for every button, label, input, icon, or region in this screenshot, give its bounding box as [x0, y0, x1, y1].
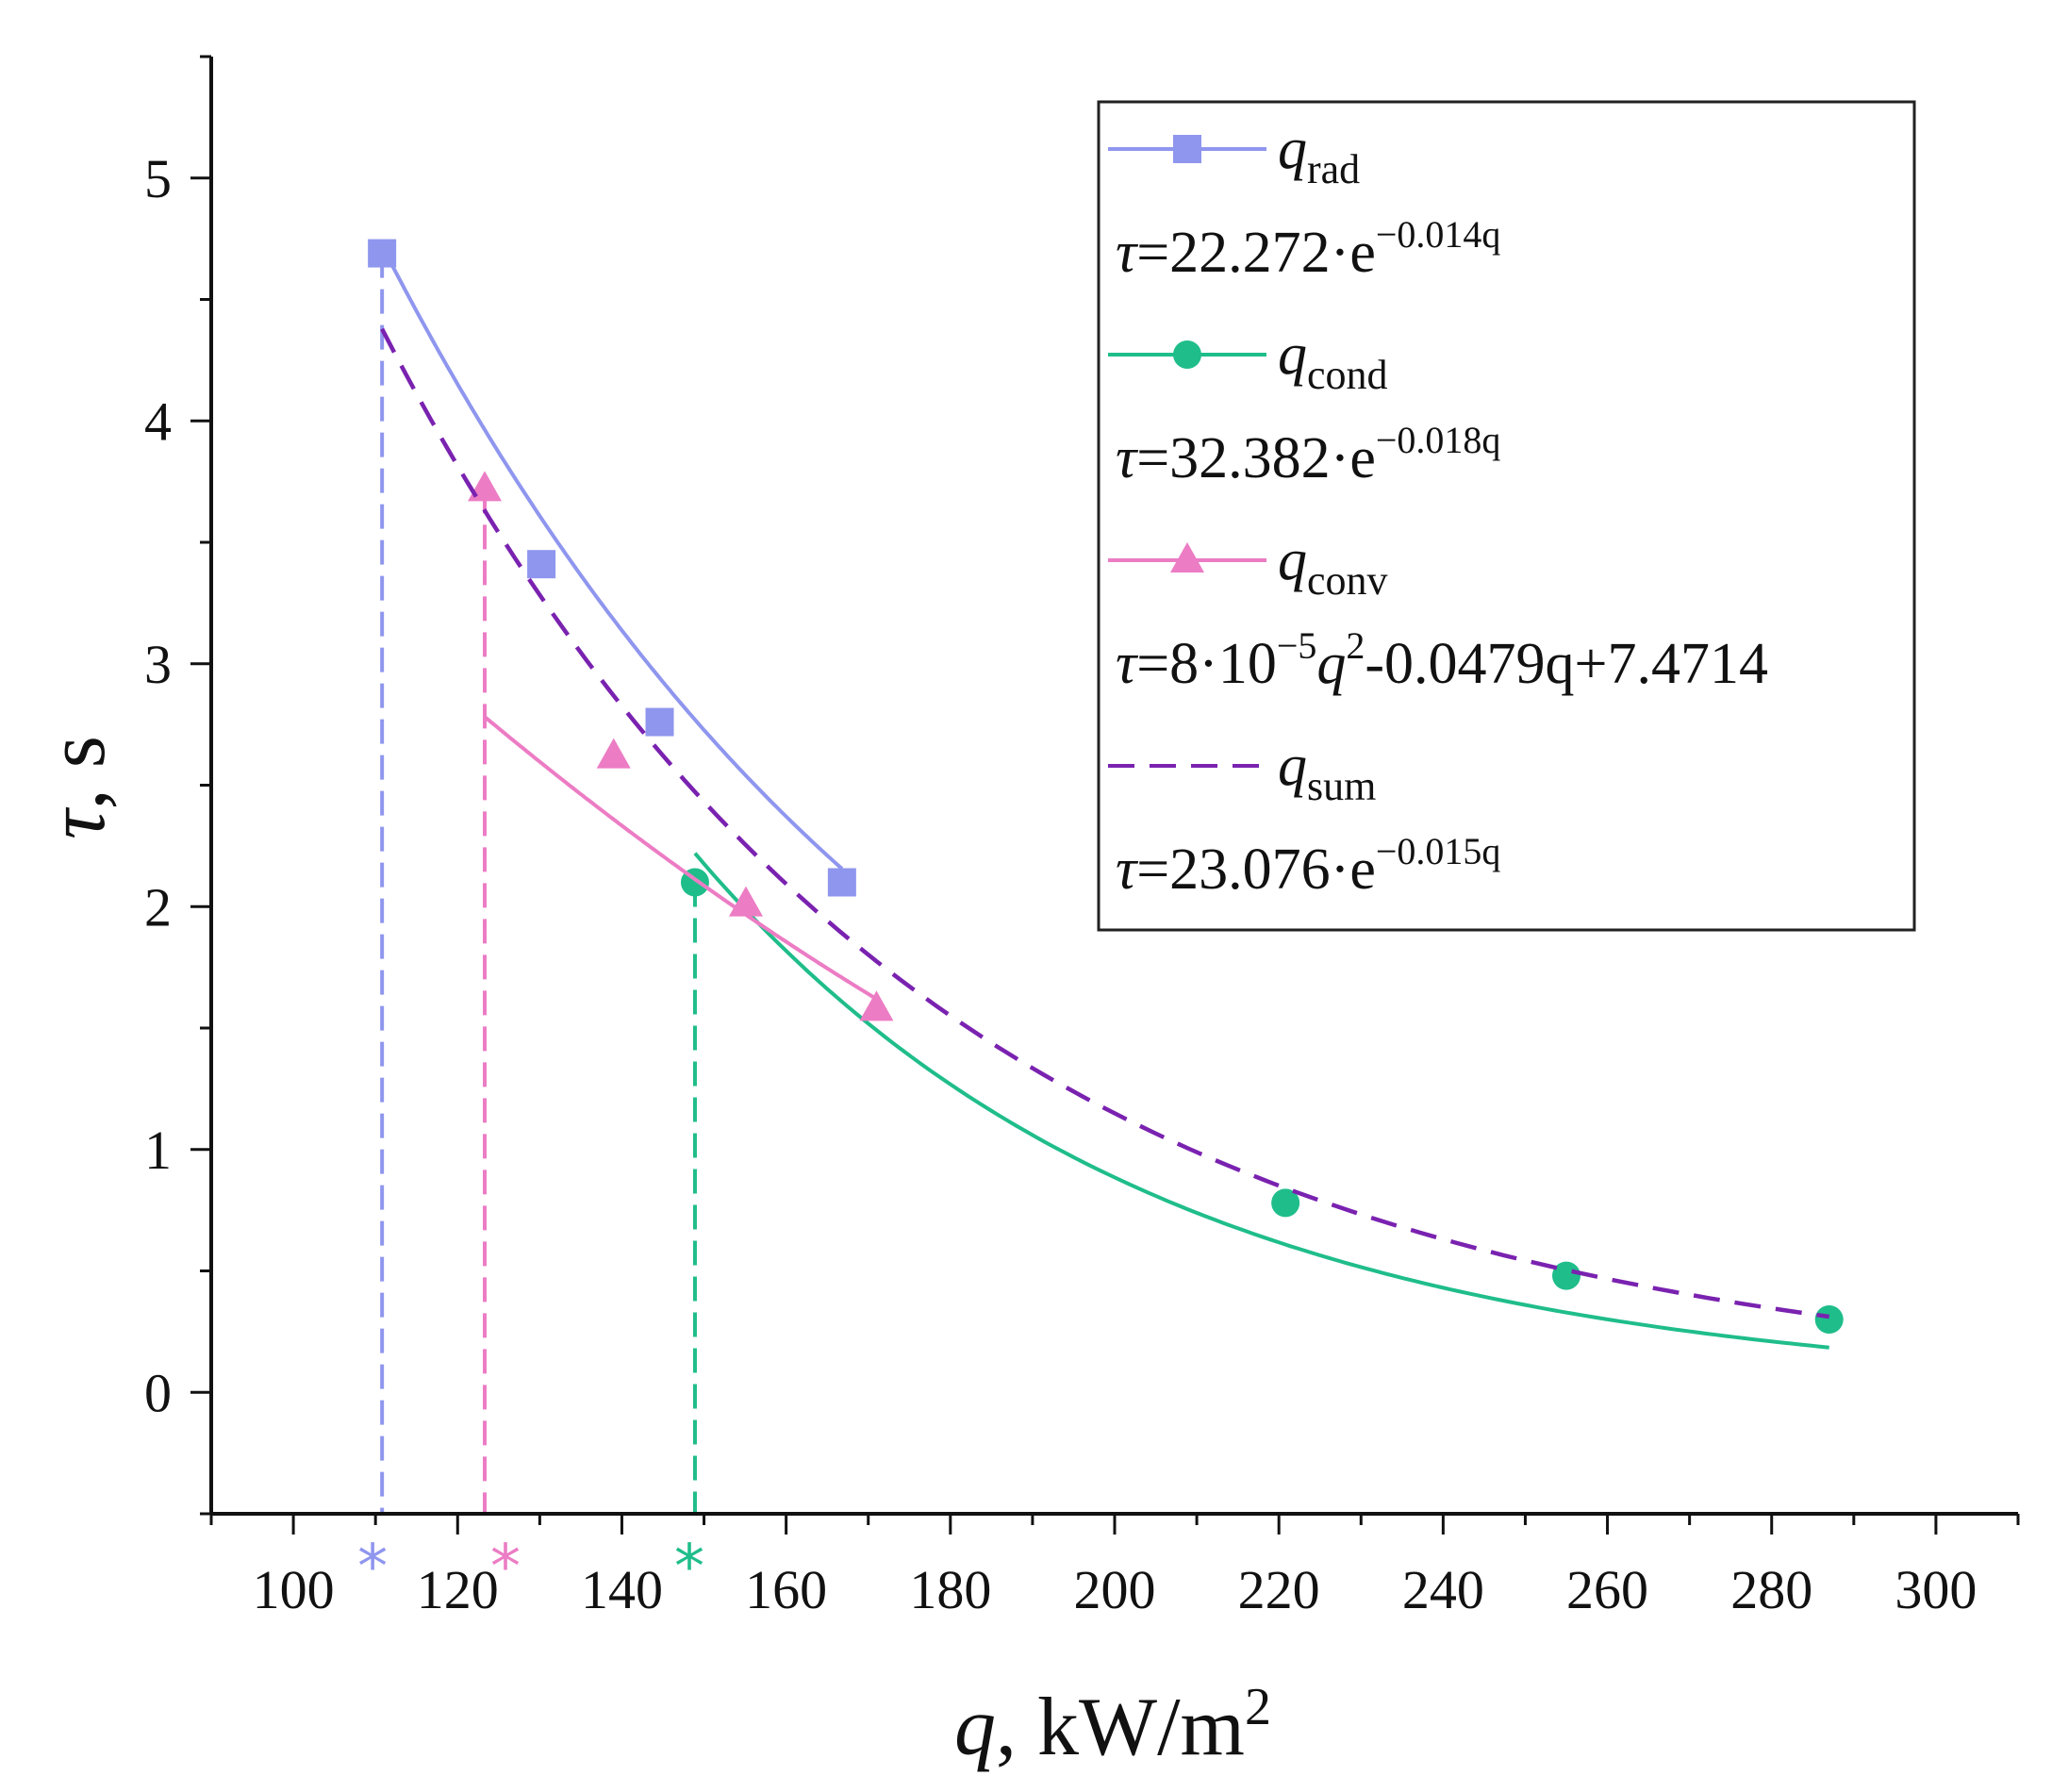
x-tick-label: 160	[745, 1559, 827, 1620]
legend-box	[1097, 100, 1916, 932]
y-tick-label: 4	[144, 390, 172, 452]
series-rad-point	[527, 550, 556, 579]
legend-sum-label: qsum	[1278, 734, 1376, 809]
series-conv-point	[468, 471, 503, 502]
y-tick-label: 5	[144, 148, 172, 209]
legend-cond-equation: τ=32.382·e−0.018q	[1116, 419, 1500, 490]
series-sum-line	[380, 327, 1830, 1319]
y-axis-title: τ, s	[31, 736, 123, 839]
legend-cond-marker	[1173, 340, 1201, 369]
y-tick-label: 2	[144, 876, 172, 937]
series-rad-point	[827, 868, 856, 897]
series-rad-line	[380, 244, 844, 871]
series-conv-point	[596, 738, 631, 769]
x-tick-label: 140	[581, 1559, 663, 1620]
series	[368, 239, 1844, 1350]
series-cond-point	[1814, 1305, 1844, 1334]
threshold-star-1: *	[357, 1533, 388, 1602]
threshold-lines: * * *	[357, 253, 704, 1602]
series-conv-point	[859, 990, 894, 1021]
series-cond-point	[1271, 1188, 1300, 1218]
x-tick-label: 220	[1238, 1559, 1320, 1620]
legend-conv-marker	[1170, 542, 1204, 572]
legend-rad-marker	[1173, 135, 1201, 163]
x-tick-label: 240	[1402, 1559, 1484, 1620]
series-rad-point	[368, 239, 397, 268]
x-tick-label: 300	[1895, 1559, 1977, 1620]
legend-sum-equation: τ=23.076·e−0.015q	[1116, 830, 1500, 902]
x-tick-label: 200	[1074, 1559, 1156, 1620]
series-cond-point	[1552, 1261, 1580, 1290]
legend-rad-equation: τ=22.272·e−0.014q	[1116, 213, 1500, 285]
x-tick-label: 120	[417, 1559, 499, 1620]
x-tick-label: 180	[909, 1559, 991, 1620]
series-conv-point	[728, 886, 763, 917]
legend-rad-label: qrad	[1278, 117, 1360, 192]
series-cond-line	[693, 852, 1829, 1350]
legend-conv-equation: τ=8·10−5q2-0.0479q+7.4714	[1116, 624, 1768, 696]
legend: qrad τ=22.272·e−0.014q qcond τ=32.382·e−0.0…	[1097, 100, 1916, 932]
y-tick-label: 0	[144, 1362, 172, 1423]
legend-cond-label: qcond	[1278, 323, 1388, 398]
series-rad-point	[645, 707, 674, 737]
y-tick-label: 1	[144, 1120, 172, 1181]
x-tick-label: 260	[1566, 1559, 1648, 1620]
x-tick-label: 100	[253, 1559, 335, 1620]
y-tick-label: 3	[144, 634, 172, 695]
x-tick-label: 280	[1730, 1559, 1812, 1620]
axes: 0 1 2 3 4 5 100 120 140 160 180 200 220 240 260 280 300	[144, 55, 2020, 1620]
legend-conv-label: qconv	[1278, 528, 1388, 604]
threshold-star-2: *	[490, 1533, 521, 1602]
threshold-star-3: *	[674, 1533, 704, 1602]
axis-labels: q, kW/m2 τ, s	[31, 736, 1271, 1773]
series-conv-line	[483, 715, 878, 1001]
x-axis-title: q, kW/m2	[954, 1678, 1271, 1773]
